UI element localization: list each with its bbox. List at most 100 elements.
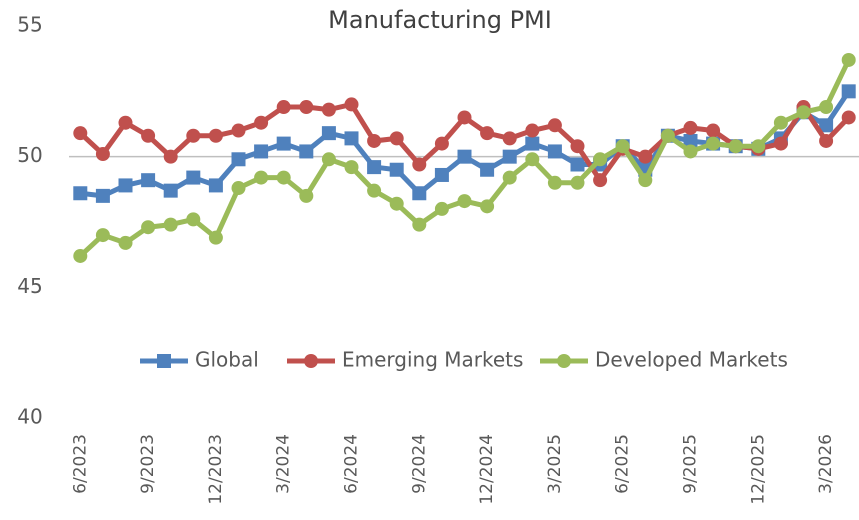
marker	[73, 248, 88, 263]
x-tick-label: 6/2025	[613, 434, 633, 494]
marker	[434, 136, 449, 151]
x-tick-label: 12/2023	[206, 434, 226, 505]
y-tick-label: 40	[17, 405, 42, 429]
marker	[638, 149, 653, 164]
marker	[570, 175, 585, 190]
marker	[773, 136, 788, 151]
marker	[660, 128, 675, 143]
x-tick-label: 6/2023	[70, 434, 90, 494]
marker	[231, 181, 246, 196]
marker	[728, 139, 743, 154]
marker	[773, 115, 788, 130]
marker	[276, 170, 291, 185]
marker	[276, 136, 291, 151]
marker	[141, 220, 156, 235]
marker	[412, 157, 427, 172]
marker	[412, 217, 427, 232]
marker	[570, 157, 585, 172]
marker	[819, 100, 834, 115]
marker	[841, 52, 856, 67]
marker	[819, 118, 834, 133]
x-tick-label: 9/2024	[409, 434, 429, 494]
marker	[841, 84, 856, 99]
marker	[502, 149, 517, 164]
marker	[841, 110, 856, 125]
y-tick-label: 50	[17, 143, 42, 167]
marker	[525, 152, 540, 167]
series	[73, 52, 856, 263]
marker	[321, 126, 336, 141]
marker	[254, 115, 269, 130]
legend-label: Developed Markets	[595, 348, 788, 372]
marker	[593, 173, 608, 188]
marker	[163, 217, 178, 232]
marker	[412, 186, 427, 201]
marker	[547, 175, 562, 190]
chart-title: Manufacturing PMI	[328, 6, 552, 34]
marker	[231, 152, 246, 167]
marker	[321, 152, 336, 167]
marker	[480, 162, 495, 177]
marker	[434, 167, 449, 182]
marker	[638, 173, 653, 188]
marker	[570, 139, 585, 154]
marker	[118, 235, 133, 250]
marker	[796, 105, 811, 120]
x-tick-label: 3/2025	[545, 434, 565, 494]
marker	[118, 178, 133, 193]
marker	[502, 131, 517, 146]
marker	[141, 173, 156, 188]
marker	[547, 144, 562, 159]
marker	[593, 152, 608, 167]
legend-label: Global	[195, 348, 259, 372]
marker	[615, 139, 630, 154]
marker	[480, 199, 495, 214]
marker	[525, 123, 540, 138]
marker	[480, 126, 495, 141]
y-tick-label: 55	[17, 13, 42, 37]
marker	[73, 186, 88, 201]
marker	[95, 188, 110, 203]
marker	[683, 120, 698, 135]
marker	[389, 162, 404, 177]
marker	[751, 139, 766, 154]
marker	[706, 136, 721, 151]
marker	[231, 123, 246, 138]
marker	[819, 133, 834, 148]
marker	[186, 128, 201, 143]
marker	[547, 118, 562, 133]
marker	[186, 212, 201, 227]
x-tick-label: 12/2025	[748, 434, 768, 505]
marker	[299, 144, 314, 159]
marker	[186, 170, 201, 185]
marker	[163, 149, 178, 164]
marker	[389, 196, 404, 211]
marker	[276, 100, 291, 115]
marker	[208, 178, 223, 193]
legend-marker	[157, 354, 171, 368]
marker	[457, 149, 472, 164]
marker	[208, 230, 223, 245]
marker	[299, 188, 314, 203]
marker	[344, 160, 359, 175]
marker	[525, 136, 540, 151]
marker	[321, 102, 336, 117]
marker	[141, 128, 156, 143]
marker	[389, 131, 404, 146]
legend-marker	[304, 354, 318, 368]
marker	[367, 160, 382, 175]
x-tick-label: 6/2024	[342, 434, 362, 494]
x-tick-label: 3/2026	[816, 434, 836, 494]
y-tick-label: 45	[17, 274, 42, 298]
marker	[344, 97, 359, 112]
marker	[254, 144, 269, 159]
legend-item: Developed Markets	[540, 348, 788, 372]
legend-label: Emerging Markets	[342, 348, 523, 372]
series	[73, 84, 856, 203]
legend-item: Global	[140, 348, 259, 372]
marker	[95, 228, 110, 243]
marker	[344, 131, 359, 146]
marker	[163, 183, 178, 198]
x-tick-label: 9/2025	[681, 434, 701, 494]
